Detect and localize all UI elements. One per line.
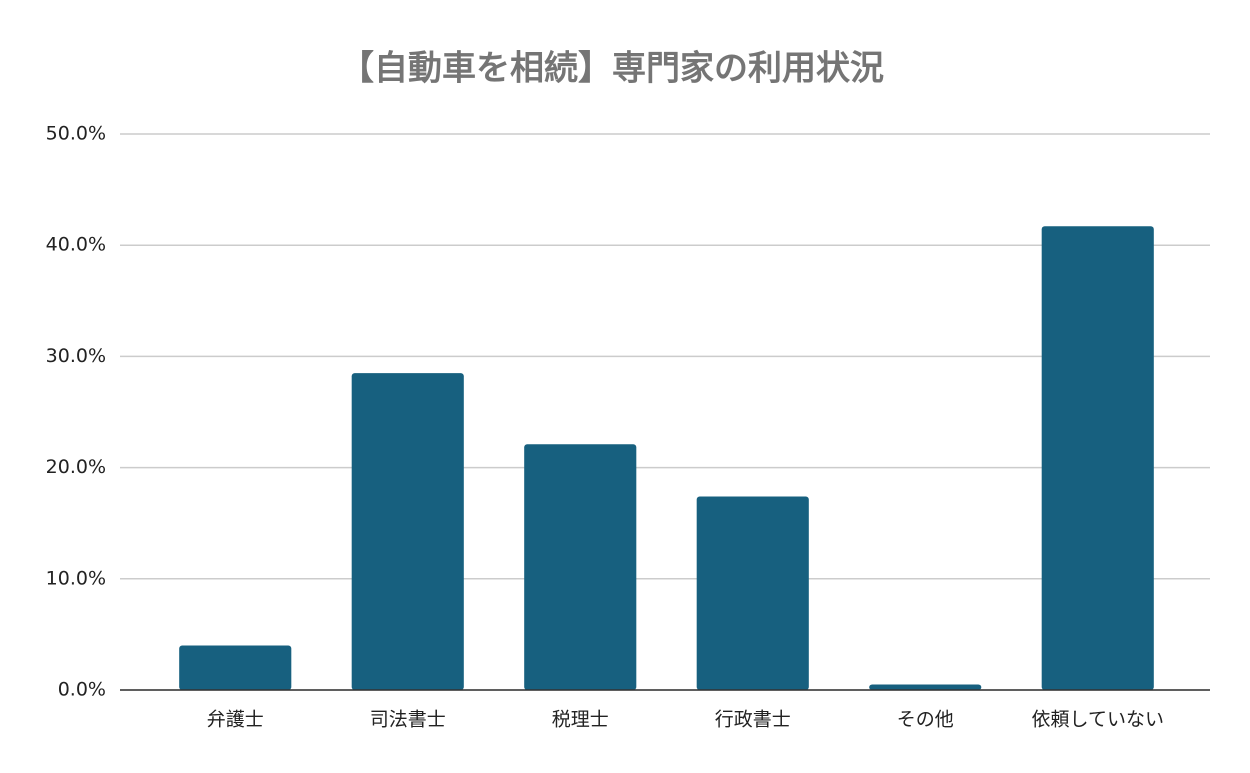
x-tick-label: 司法書士 — [370, 709, 446, 731]
y-tick-label: 10.0% — [46, 567, 106, 589]
bar — [1041, 226, 1154, 690]
bar — [179, 645, 292, 690]
y-tick-label: 50.0% — [46, 123, 106, 145]
bar — [524, 444, 637, 690]
bar — [869, 684, 982, 690]
y-tick-label: 40.0% — [46, 234, 106, 256]
bar — [696, 496, 809, 690]
x-tick-label: その他 — [897, 709, 954, 731]
y-tick-label: 20.0% — [46, 456, 106, 478]
chart-title: 【自動車を相続】専門家の利用状況 — [340, 49, 884, 89]
x-tick-label: 行政書士 — [715, 709, 791, 731]
x-tick-label: 依頼していない — [1032, 709, 1164, 731]
bar — [351, 373, 464, 690]
y-tick-label: 0.0% — [58, 679, 106, 701]
x-tick-label: 弁護士 — [207, 709, 264, 731]
x-tick-label: 税理士 — [552, 709, 609, 731]
y-tick-label: 30.0% — [46, 345, 106, 367]
